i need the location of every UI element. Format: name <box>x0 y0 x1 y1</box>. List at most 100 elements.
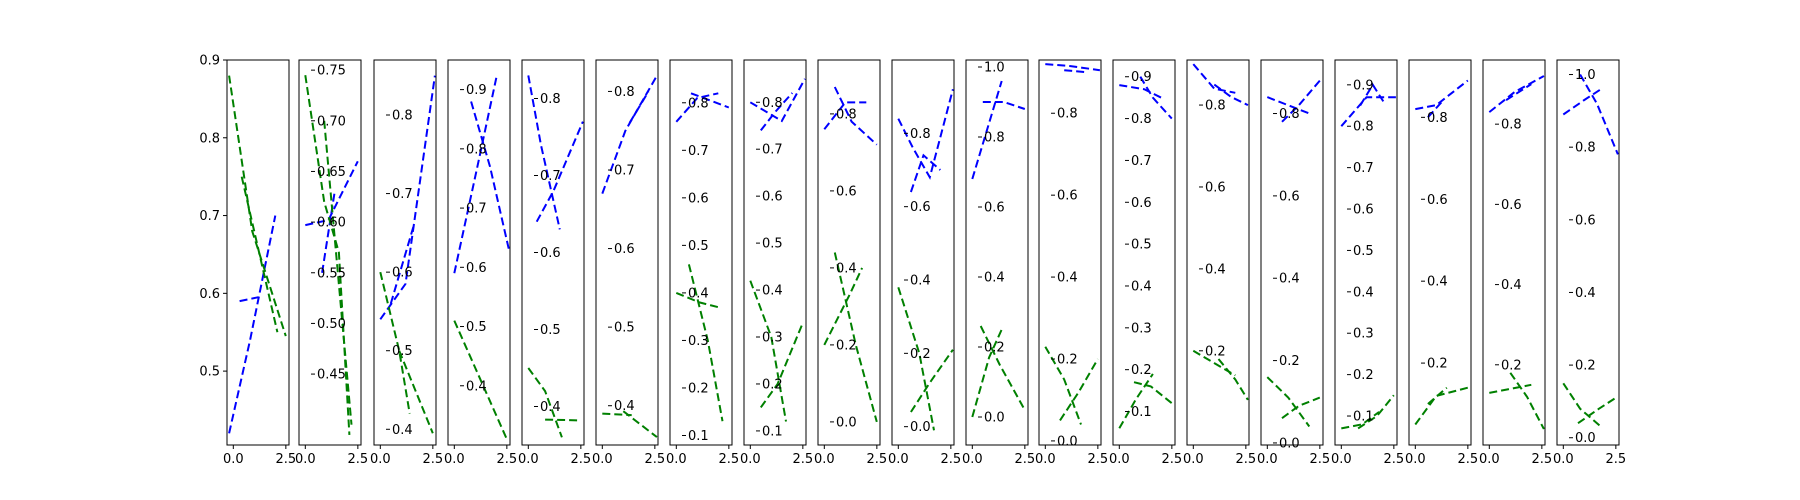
x-tick-label: 2.5 <box>1015 452 1036 467</box>
y-tick-label: 0.6 <box>1575 213 1596 228</box>
y-tick-label: 0.2 <box>1131 363 1152 378</box>
series-line-green <box>1217 358 1249 401</box>
series-line-blue <box>1281 79 1321 123</box>
subplot-15: 0.0 2.5 0.0 0.2 0.4 0.6 0.8 <box>1257 59 1330 467</box>
subplot-4: 0.0 2.5 0.4 0.5 0.6 0.7 0.8 0.9 <box>444 59 517 467</box>
y-tick-label: 0.4 <box>614 399 635 414</box>
axes-frame <box>891 59 955 446</box>
y-tick-label: 0.4 <box>688 286 709 301</box>
subplot-12: 0.0 2.5 0.0 0.2 0.4 0.6 0.8 <box>1035 59 1109 467</box>
x-tick-label: 0.0 <box>888 452 909 467</box>
x-tick-label: 0.0 <box>1035 452 1056 467</box>
series-line-blue <box>1427 100 1444 118</box>
series-line-blue <box>470 101 510 250</box>
y-tick-label: 0.7 <box>1353 161 1374 176</box>
subplot-3: 0.0 2.5 0.4 0.5 0.6 0.7 0.8 <box>370 59 443 467</box>
subplot-18: 0.0 2.5 0.2 0.4 0.6 0.8 <box>1479 59 1552 467</box>
y-tick-label: 0.4 <box>762 284 783 299</box>
x-tick-label: 0.0 <box>814 452 835 467</box>
y-tick-label: 0.45 <box>317 368 346 383</box>
y-tick-label: 0.9 <box>1353 78 1374 93</box>
y-tick-label: 0.6 <box>1501 198 1522 213</box>
y-tick-label: 0.7 <box>1131 154 1152 169</box>
y-tick-label: 0.8 <box>1353 120 1374 135</box>
axes-frame <box>1260 59 1324 446</box>
axes-frame <box>1038 59 1102 446</box>
x-tick-label: 0.0 <box>295 452 316 467</box>
series-line-green <box>1577 396 1617 425</box>
series-line-green <box>687 264 724 422</box>
y-tick-label: 0.8 <box>1427 111 1448 126</box>
series-line-blue <box>690 92 730 109</box>
y-tick-label: 0.8 <box>1131 112 1152 127</box>
y-tick-label: 0.5 <box>1353 244 1374 259</box>
y-tick-label: 0.1 <box>1131 405 1152 420</box>
series-line-blue <box>321 191 336 273</box>
axes-frame <box>817 59 881 446</box>
series-line-green <box>897 286 935 431</box>
y-tick-label: 0.2 <box>688 381 709 396</box>
y-tick-label: 0.1 <box>762 424 783 439</box>
y-tick-label: 0.5 <box>762 237 783 252</box>
y-tick-label: 0.6 <box>1131 196 1152 211</box>
y-tick-label: 0.8 <box>392 109 413 124</box>
x-tick-label: 0.0 <box>1553 452 1574 467</box>
y-tick-label: 0.8 <box>1279 107 1300 122</box>
series-line-green <box>1489 383 1532 394</box>
subplot-8: 0.0 2.5 0.1 0.2 0.3 0.4 0.5 0.6 0.7 0.8 <box>740 59 813 467</box>
y-tick-label: 0.5 <box>466 320 487 335</box>
axes-frame <box>669 59 733 446</box>
y-tick-label: 0.6 <box>762 190 783 205</box>
series-line-green <box>622 410 658 438</box>
y-tick-label: 0.5 <box>1131 238 1152 253</box>
subplot-7: 0.0 2.5 0.1 0.2 0.3 0.4 0.5 0.6 0.7 0.8 <box>666 59 739 467</box>
series-line-green <box>1044 346 1082 425</box>
y-tick-label: 0.3 <box>688 334 709 349</box>
y-tick-label: 0.4 <box>1501 278 1522 293</box>
series-line-blue <box>982 101 1026 110</box>
series-line-green <box>1427 386 1448 405</box>
y-tick-label: 0.4 <box>1131 279 1152 294</box>
y-tick-label: 1.0 <box>984 61 1005 76</box>
series-line-blue <box>1340 96 1396 127</box>
x-tick-label: 2.5 <box>1088 452 1109 467</box>
subplot-14: 0.0 2.5 0.2 0.4 0.6 0.8 <box>1183 59 1256 467</box>
y-tick-label: 0.2 <box>984 341 1005 356</box>
series-line-blue <box>1192 63 1236 94</box>
x-tick-label: 0.0 <box>370 452 391 467</box>
y-tick-label: 0.7 <box>688 144 709 159</box>
y-tick-label: 0.2 <box>910 347 931 362</box>
y-tick-label: 0.2 <box>1575 359 1596 374</box>
axes-frame <box>1556 59 1620 446</box>
y-tick-label: 0.3 <box>1353 327 1374 342</box>
y-tick-label: 0.6 <box>392 266 413 281</box>
series-line-blue <box>675 92 719 123</box>
series-line-blue <box>628 90 650 124</box>
series-line-blue <box>1139 76 1173 120</box>
y-tick-label: 0.4 <box>910 274 931 289</box>
series-line-blue <box>823 101 867 130</box>
series-line-green <box>1281 396 1321 420</box>
x-tick-label: 0.0 <box>223 452 244 467</box>
x-tick-label: 2.5 <box>1162 452 1183 467</box>
y-tick-label: 0.6 <box>199 287 220 302</box>
y-tick-label: 0.4 <box>1353 285 1374 300</box>
x-tick-label: 2.5 <box>1384 452 1405 467</box>
subplot-2: 0.0 2.5 0.45 0.50 0.55 0.60 0.65 0.70 0.75 <box>295 59 368 467</box>
series-line-green <box>1133 381 1173 404</box>
y-tick-label: 0.0 <box>836 415 857 430</box>
y-tick-label: 0.4 <box>466 379 487 394</box>
series-line-green <box>228 75 287 337</box>
y-tick-label: 0.8 <box>984 131 1005 146</box>
y-tick-label: 0.6 <box>1057 189 1078 204</box>
subplot-6: 0.0 2.5 0.4 0.5 0.6 0.7 0.8 <box>592 59 665 467</box>
y-tick-label: 0.8 <box>910 127 931 142</box>
series-line-blue <box>239 296 259 303</box>
y-tick-label: 0.2 <box>1501 358 1522 373</box>
series-line-green <box>675 291 719 309</box>
y-tick-label: 0.65 <box>317 165 346 180</box>
x-tick-label: 0.0 <box>1405 452 1426 467</box>
y-tick-label: 0.60 <box>317 216 346 231</box>
x-tick-label: 0.0 <box>518 452 539 467</box>
y-tick-label: 0.4 <box>1205 262 1226 277</box>
